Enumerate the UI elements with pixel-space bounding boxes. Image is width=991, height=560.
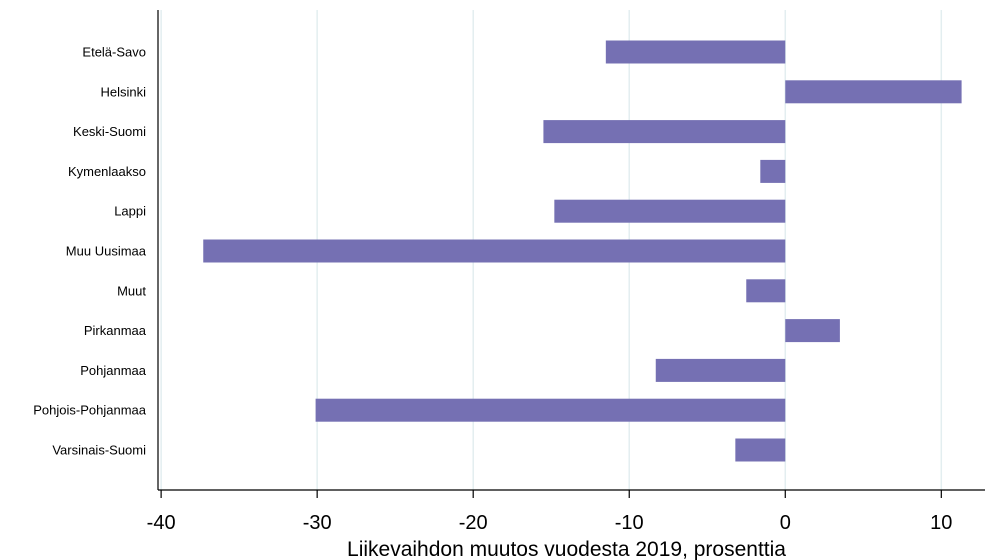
x-tick-label: -20 xyxy=(459,512,488,534)
bar xyxy=(315,398,786,422)
x-tick-label: -10 xyxy=(615,512,644,534)
bar xyxy=(203,239,786,263)
bar xyxy=(543,120,786,144)
x-tick-label: 0 xyxy=(780,512,791,534)
bar xyxy=(735,438,786,462)
bar xyxy=(655,358,786,382)
bar xyxy=(785,80,962,104)
category-label: Muut xyxy=(117,283,146,298)
category-label: Pohjois-Pohjanmaa xyxy=(33,403,147,418)
category-label: Pirkanmaa xyxy=(84,323,147,338)
bars xyxy=(203,40,962,462)
category-label: Kymenlaakso xyxy=(68,164,146,179)
bar xyxy=(760,159,786,183)
x-tick-label: -30 xyxy=(303,512,332,534)
x-tick-label: -40 xyxy=(147,512,176,534)
bar xyxy=(554,199,786,223)
category-label: Lappi xyxy=(114,204,146,219)
category-label: Keski-Suomi xyxy=(73,124,146,139)
category-label: Pohjanmaa xyxy=(80,363,147,378)
x-tick-label: 10 xyxy=(930,512,952,534)
category-labels: Etelä-Savo Helsinki Keski-Suomi Kymenlaakso… xyxy=(33,45,147,458)
bar xyxy=(605,40,786,64)
category-label: Varsinais-Suomi xyxy=(52,443,146,458)
category-label: Etelä-Savo xyxy=(82,45,146,60)
category-label: Helsinki xyxy=(100,84,146,99)
bar xyxy=(785,319,840,343)
x-axis-title: Liikevaihdon muutos vuodesta 2019, prose… xyxy=(347,538,786,560)
x-axis-ticks: -40 -30 -20 -10 0 10 xyxy=(147,490,952,534)
category-label: Muu Uusimaa xyxy=(66,244,147,259)
bar xyxy=(746,279,786,303)
